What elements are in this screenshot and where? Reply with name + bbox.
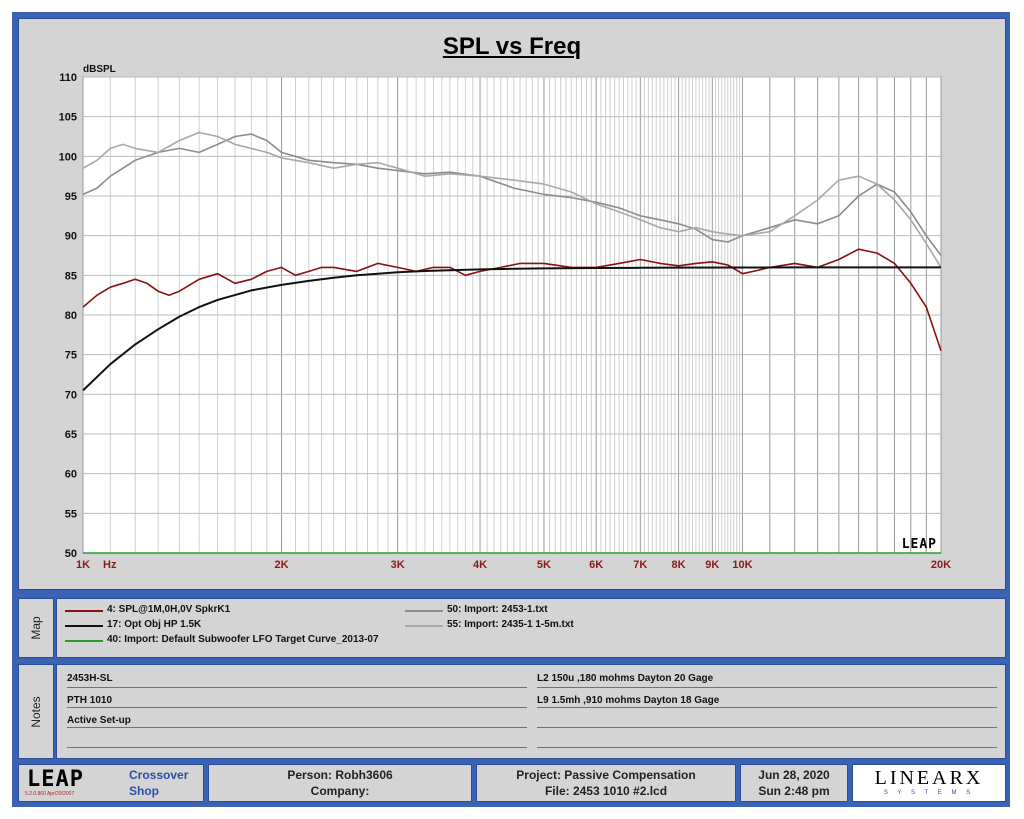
note-rule: [67, 727, 527, 728]
y-tick-label: 60: [65, 469, 77, 481]
note-right-0: L2 150u ,180 mohms Dayton 20 Gage: [537, 673, 714, 684]
legend-item-2: 40: Import: Default Subwoofer LFO Target…: [107, 634, 379, 645]
x-tick-label: 9K: [705, 559, 719, 571]
legend-item-1: 17: Opt Obj HP 1.5K: [107, 619, 202, 630]
legend-swatch-2: [65, 640, 103, 642]
footer-project-box: Project: Passive Compensation File: 2453…: [476, 764, 736, 802]
x-tick-label: 6K: [589, 559, 603, 571]
leap-watermark: LEAP: [902, 537, 937, 552]
x-axis-label: Hz: [103, 559, 117, 571]
date-text: Jun 28, 2020: [758, 768, 830, 782]
legend-item-3: 50: Import: 2453-1.txt: [447, 604, 548, 615]
legend-item-4: 55: Import: 2435-1 1-5m.txt: [447, 619, 574, 630]
map-legend: 4: SPL@1M,0H,0V SpkrK1 17: Opt Obj HP 1.…: [56, 598, 1006, 658]
note-rule: [67, 687, 527, 688]
legend-swatch-1: [65, 625, 103, 627]
note-rule: [67, 707, 527, 708]
y-tick-label: 55: [65, 508, 77, 520]
note-left-1: PTH 1010: [67, 695, 113, 706]
version-text: 5.2.0.860 Apr/29/2007: [25, 791, 75, 797]
notes-tab[interactable]: Notes: [18, 664, 54, 759]
spl-chart: 50 55 60 65 70 75 80 85 90 95 100 105 110 dBSPL 1K 2K 3K…: [59, 64, 952, 571]
series-line-2: [82, 248, 942, 351]
note-left-0: 2453H-SL: [67, 673, 113, 684]
footer-logo-box: LEAP 5.2.0.860 Apr/29/2007 Crossover Sho…: [18, 764, 204, 802]
y-tick-label: 75: [65, 350, 77, 362]
note-left-2: Active Set-up: [67, 715, 131, 726]
x-tick-label: 7K: [633, 559, 647, 571]
y-tick-label: 50: [65, 548, 77, 560]
project-text: Project: Passive Compensation: [516, 768, 696, 782]
legend-swatch-0: [65, 610, 103, 612]
note-rule: [537, 747, 997, 748]
company-text: Company:: [310, 784, 370, 798]
time-text: Sun 2:48 pm: [758, 784, 830, 798]
y-tick-label: 65: [65, 429, 77, 441]
chart-title: SPL vs Freq: [442, 33, 582, 60]
person-text: Person: Robh3606: [287, 768, 393, 782]
x-tick-label: 3K: [391, 559, 405, 571]
footer-date-box: Jun 28, 2020 Sun 2:48 pm: [740, 764, 848, 802]
series-line-3: [82, 266, 941, 392]
leap-logo: LEAP: [27, 767, 84, 792]
y-tick-label: 85: [65, 270, 77, 282]
notes-panel: 2453H-SL PTH 1010 Active Set-up L2 150u …: [56, 664, 1006, 759]
series-line-1: [82, 131, 942, 268]
footer-person-box: Person: Robh3606 Company:: [208, 764, 472, 802]
linearx-logo: LINEARX: [874, 767, 984, 789]
product-line-1: Crossover: [129, 768, 189, 782]
x-tick-label: 10K: [732, 559, 752, 571]
y-tick-label: 80: [65, 310, 77, 322]
chart-panel: 50 55 60 65 70 75 80 85 90 95 100 105 110 dBSPL 1K 2K 3K…: [18, 18, 1006, 590]
x-tick-label: 20K: [931, 559, 951, 571]
y-tick-label: 100: [59, 151, 77, 163]
legend-swatch-3: [405, 610, 443, 612]
product-line-2: Shop: [129, 784, 159, 798]
y-axis-label: dBSPL: [83, 64, 116, 75]
x-tick-label: 1K: [76, 559, 90, 571]
legend-item-0: 4: SPL@1M,0H,0V SpkrK1: [107, 604, 231, 615]
y-tick-label: 105: [59, 112, 77, 124]
x-tick-label: 4K: [473, 559, 487, 571]
map-tab-label: Map: [29, 616, 43, 640]
note-rule: [537, 727, 997, 728]
y-tick-label: 90: [65, 231, 77, 243]
map-tab[interactable]: Map: [18, 598, 54, 658]
y-tick-label: 95: [65, 191, 77, 203]
y-tick-label: 70: [65, 389, 77, 401]
notes-tab-label: Notes: [29, 695, 43, 728]
x-tick-label: 2K: [274, 559, 288, 571]
x-tick-label: 5K: [537, 559, 551, 571]
note-rule: [537, 707, 997, 708]
legend-swatch-4: [405, 625, 443, 627]
footer-brand-box: LINEARX S Y S T E M S: [852, 764, 1006, 802]
y-tick-label: 110: [59, 72, 77, 84]
note-right-1: L9 1.5mh ,910 mohms Dayton 18 Gage: [537, 695, 720, 706]
note-rule: [67, 747, 527, 748]
x-tick-label: 8K: [672, 559, 686, 571]
linearx-sub: S Y S T E M S: [883, 790, 975, 796]
series-line-0: [82, 133, 942, 256]
file-text: File: 2453 1010 #2.lcd: [544, 784, 668, 798]
note-rule: [537, 687, 997, 688]
